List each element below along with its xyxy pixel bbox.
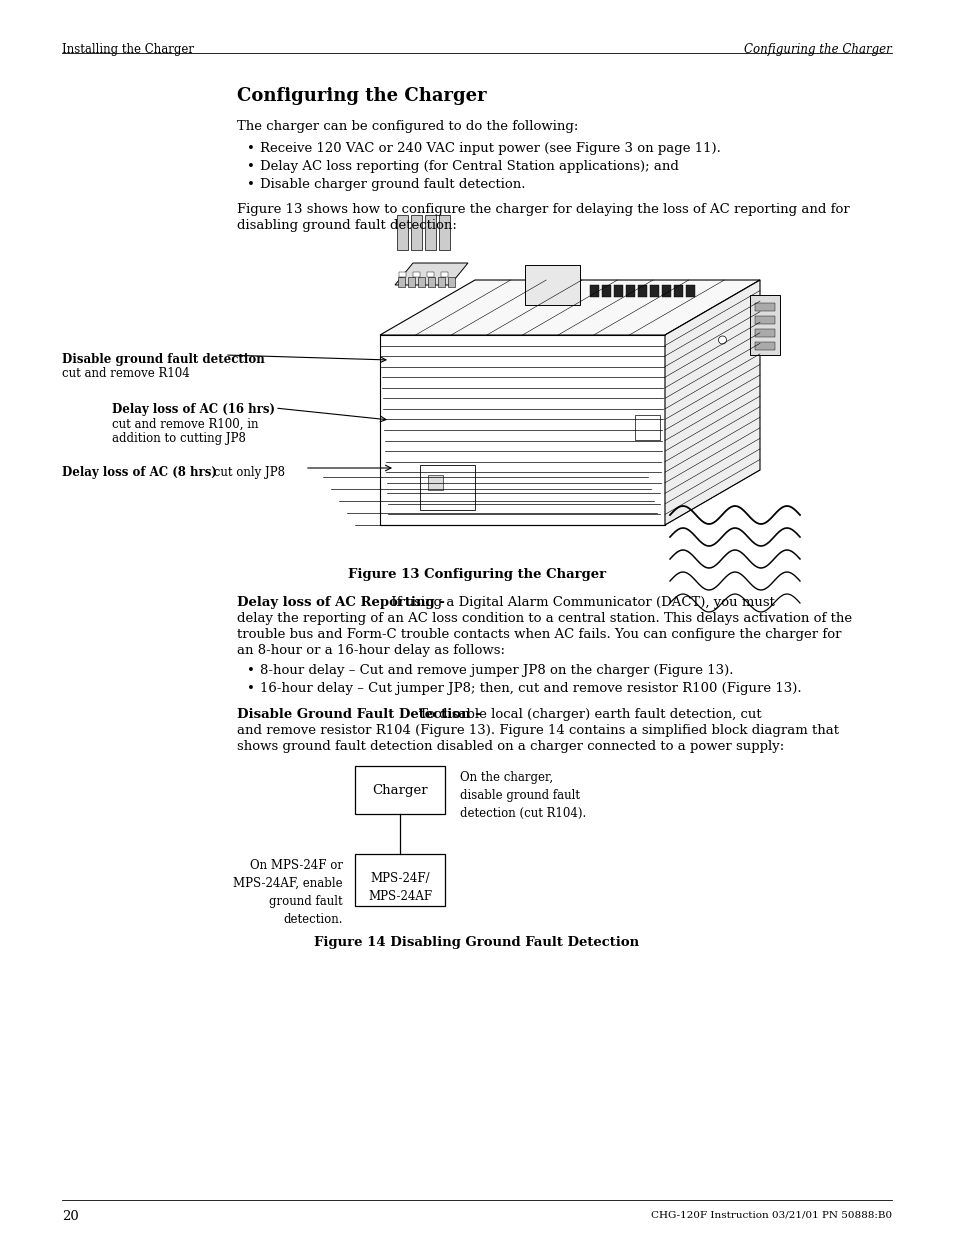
Bar <box>428 475 442 490</box>
Text: If using a Digital Alarm Communicator (DACT), you must: If using a Digital Alarm Communicator (D… <box>387 597 774 609</box>
Text: Charger: Charger <box>372 784 427 797</box>
Polygon shape <box>379 280 760 335</box>
Text: On the charger,
disable ground fault
detection (cut R104).: On the charger, disable ground fault det… <box>459 771 586 820</box>
Bar <box>440 272 448 277</box>
Text: •: • <box>247 664 254 677</box>
Text: •: • <box>247 161 254 173</box>
Text: Figure 13 shows how to configure the charger for delaying the loss of AC reporti: Figure 13 shows how to configure the cha… <box>236 203 849 216</box>
Text: MPS-24F/
MPS-24AF: MPS-24F/ MPS-24AF <box>368 872 432 903</box>
Bar <box>685 285 695 296</box>
Text: Delay loss of AC Reporting -: Delay loss of AC Reporting - <box>236 597 449 609</box>
Bar <box>661 285 670 296</box>
Text: Installing the Charger: Installing the Charger <box>62 43 193 56</box>
Text: and remove resistor R104 (Figure 13). Figure 14 contains a simplified block diag: and remove resistor R104 (Figure 13). Fi… <box>236 724 838 737</box>
Bar <box>419 466 475 510</box>
Text: •: • <box>247 682 254 695</box>
Text: Delay loss of AC (8 hrs): Delay loss of AC (8 hrs) <box>62 466 216 479</box>
Text: Figure 14 Disabling Ground Fault Detection: Figure 14 Disabling Ground Fault Detecti… <box>314 936 639 948</box>
Text: delay the reporting of an AC loss condition to a central station. This delays ac: delay the reporting of an AC loss condit… <box>236 613 851 625</box>
Text: cut and remove R100, in: cut and remove R100, in <box>112 417 258 431</box>
Bar <box>437 277 444 287</box>
Circle shape <box>718 336 726 345</box>
Bar <box>754 329 774 337</box>
Bar <box>396 215 408 249</box>
Bar <box>601 285 610 296</box>
Bar <box>355 853 444 906</box>
Text: Delay loss of AC (16 hrs): Delay loss of AC (16 hrs) <box>112 403 274 416</box>
Text: 20: 20 <box>62 1210 79 1223</box>
Bar <box>448 277 455 287</box>
Text: disabling ground fault detection:: disabling ground fault detection: <box>236 219 456 232</box>
Bar <box>438 215 450 249</box>
Text: CHG-120F Instruction 03/21/01 PN 50888:B0: CHG-120F Instruction 03/21/01 PN 50888:B… <box>650 1210 891 1219</box>
Bar <box>417 277 424 287</box>
Bar <box>635 415 659 440</box>
Text: Disable ground fault detection: Disable ground fault detection <box>62 353 265 366</box>
Polygon shape <box>664 280 760 525</box>
Text: Disable charger ground fault detection.: Disable charger ground fault detection. <box>260 178 525 191</box>
Bar <box>589 285 598 296</box>
Text: trouble bus and Form-C trouble contacts when AC fails. You can configure the cha: trouble bus and Form-C trouble contacts … <box>236 629 841 641</box>
Text: Configuring the Charger: Configuring the Charger <box>236 86 486 105</box>
Bar <box>754 303 774 311</box>
Bar <box>749 295 780 354</box>
Text: To disable local (charger) earth fault detection, cut: To disable local (charger) earth fault d… <box>415 708 760 721</box>
Text: Disable Ground Fault Detection -: Disable Ground Fault Detection - <box>236 708 485 721</box>
Text: cut and remove R104: cut and remove R104 <box>62 367 190 380</box>
Bar <box>638 285 646 296</box>
Text: On MPS-24F or
MPS-24AF, enable
ground fault
detection.: On MPS-24F or MPS-24AF, enable ground fa… <box>233 860 343 926</box>
Text: addition to cutting JP8: addition to cutting JP8 <box>112 432 246 445</box>
Text: Receive 120 VAC or 240 VAC input power (see Figure 3 on page 11).: Receive 120 VAC or 240 VAC input power (… <box>260 142 720 156</box>
Text: The charger can be configured to do the following:: The charger can be configured to do the … <box>236 120 578 133</box>
Text: •: • <box>247 142 254 156</box>
Bar <box>625 285 635 296</box>
Bar <box>355 766 444 814</box>
Text: an 8-hour or a 16-hour delay as follows:: an 8-hour or a 16-hour delay as follows: <box>236 643 504 657</box>
Bar <box>427 272 434 277</box>
Text: Figure 13 Configuring the Charger: Figure 13 Configuring the Charger <box>348 568 605 580</box>
Text: •: • <box>247 178 254 191</box>
Bar <box>411 215 421 249</box>
Polygon shape <box>395 263 468 285</box>
Bar <box>649 285 659 296</box>
Text: 8-hour delay – Cut and remove jumper JP8 on the charger (Figure 13).: 8-hour delay – Cut and remove jumper JP8… <box>260 664 733 677</box>
Text: Delay AC loss reporting (for Central Station applications); and: Delay AC loss reporting (for Central Sta… <box>260 161 679 173</box>
Bar <box>754 342 774 350</box>
Text: 16-hour delay – Cut jumper JP8; then, cut and remove resistor R100 (Figure 13).: 16-hour delay – Cut jumper JP8; then, cu… <box>260 682 801 695</box>
Bar <box>673 285 682 296</box>
Bar <box>428 277 435 287</box>
Bar <box>398 272 406 277</box>
Bar <box>408 277 415 287</box>
Bar <box>524 266 579 305</box>
Text: cut only JP8: cut only JP8 <box>210 466 285 479</box>
Text: shows ground fault detection disabled on a charger connected to a power supply:: shows ground fault detection disabled on… <box>236 740 783 753</box>
Bar <box>413 272 419 277</box>
Bar <box>614 285 622 296</box>
Text: Configuring the Charger: Configuring the Charger <box>743 43 891 56</box>
Bar <box>397 277 405 287</box>
Bar <box>424 215 436 249</box>
Bar <box>754 316 774 324</box>
